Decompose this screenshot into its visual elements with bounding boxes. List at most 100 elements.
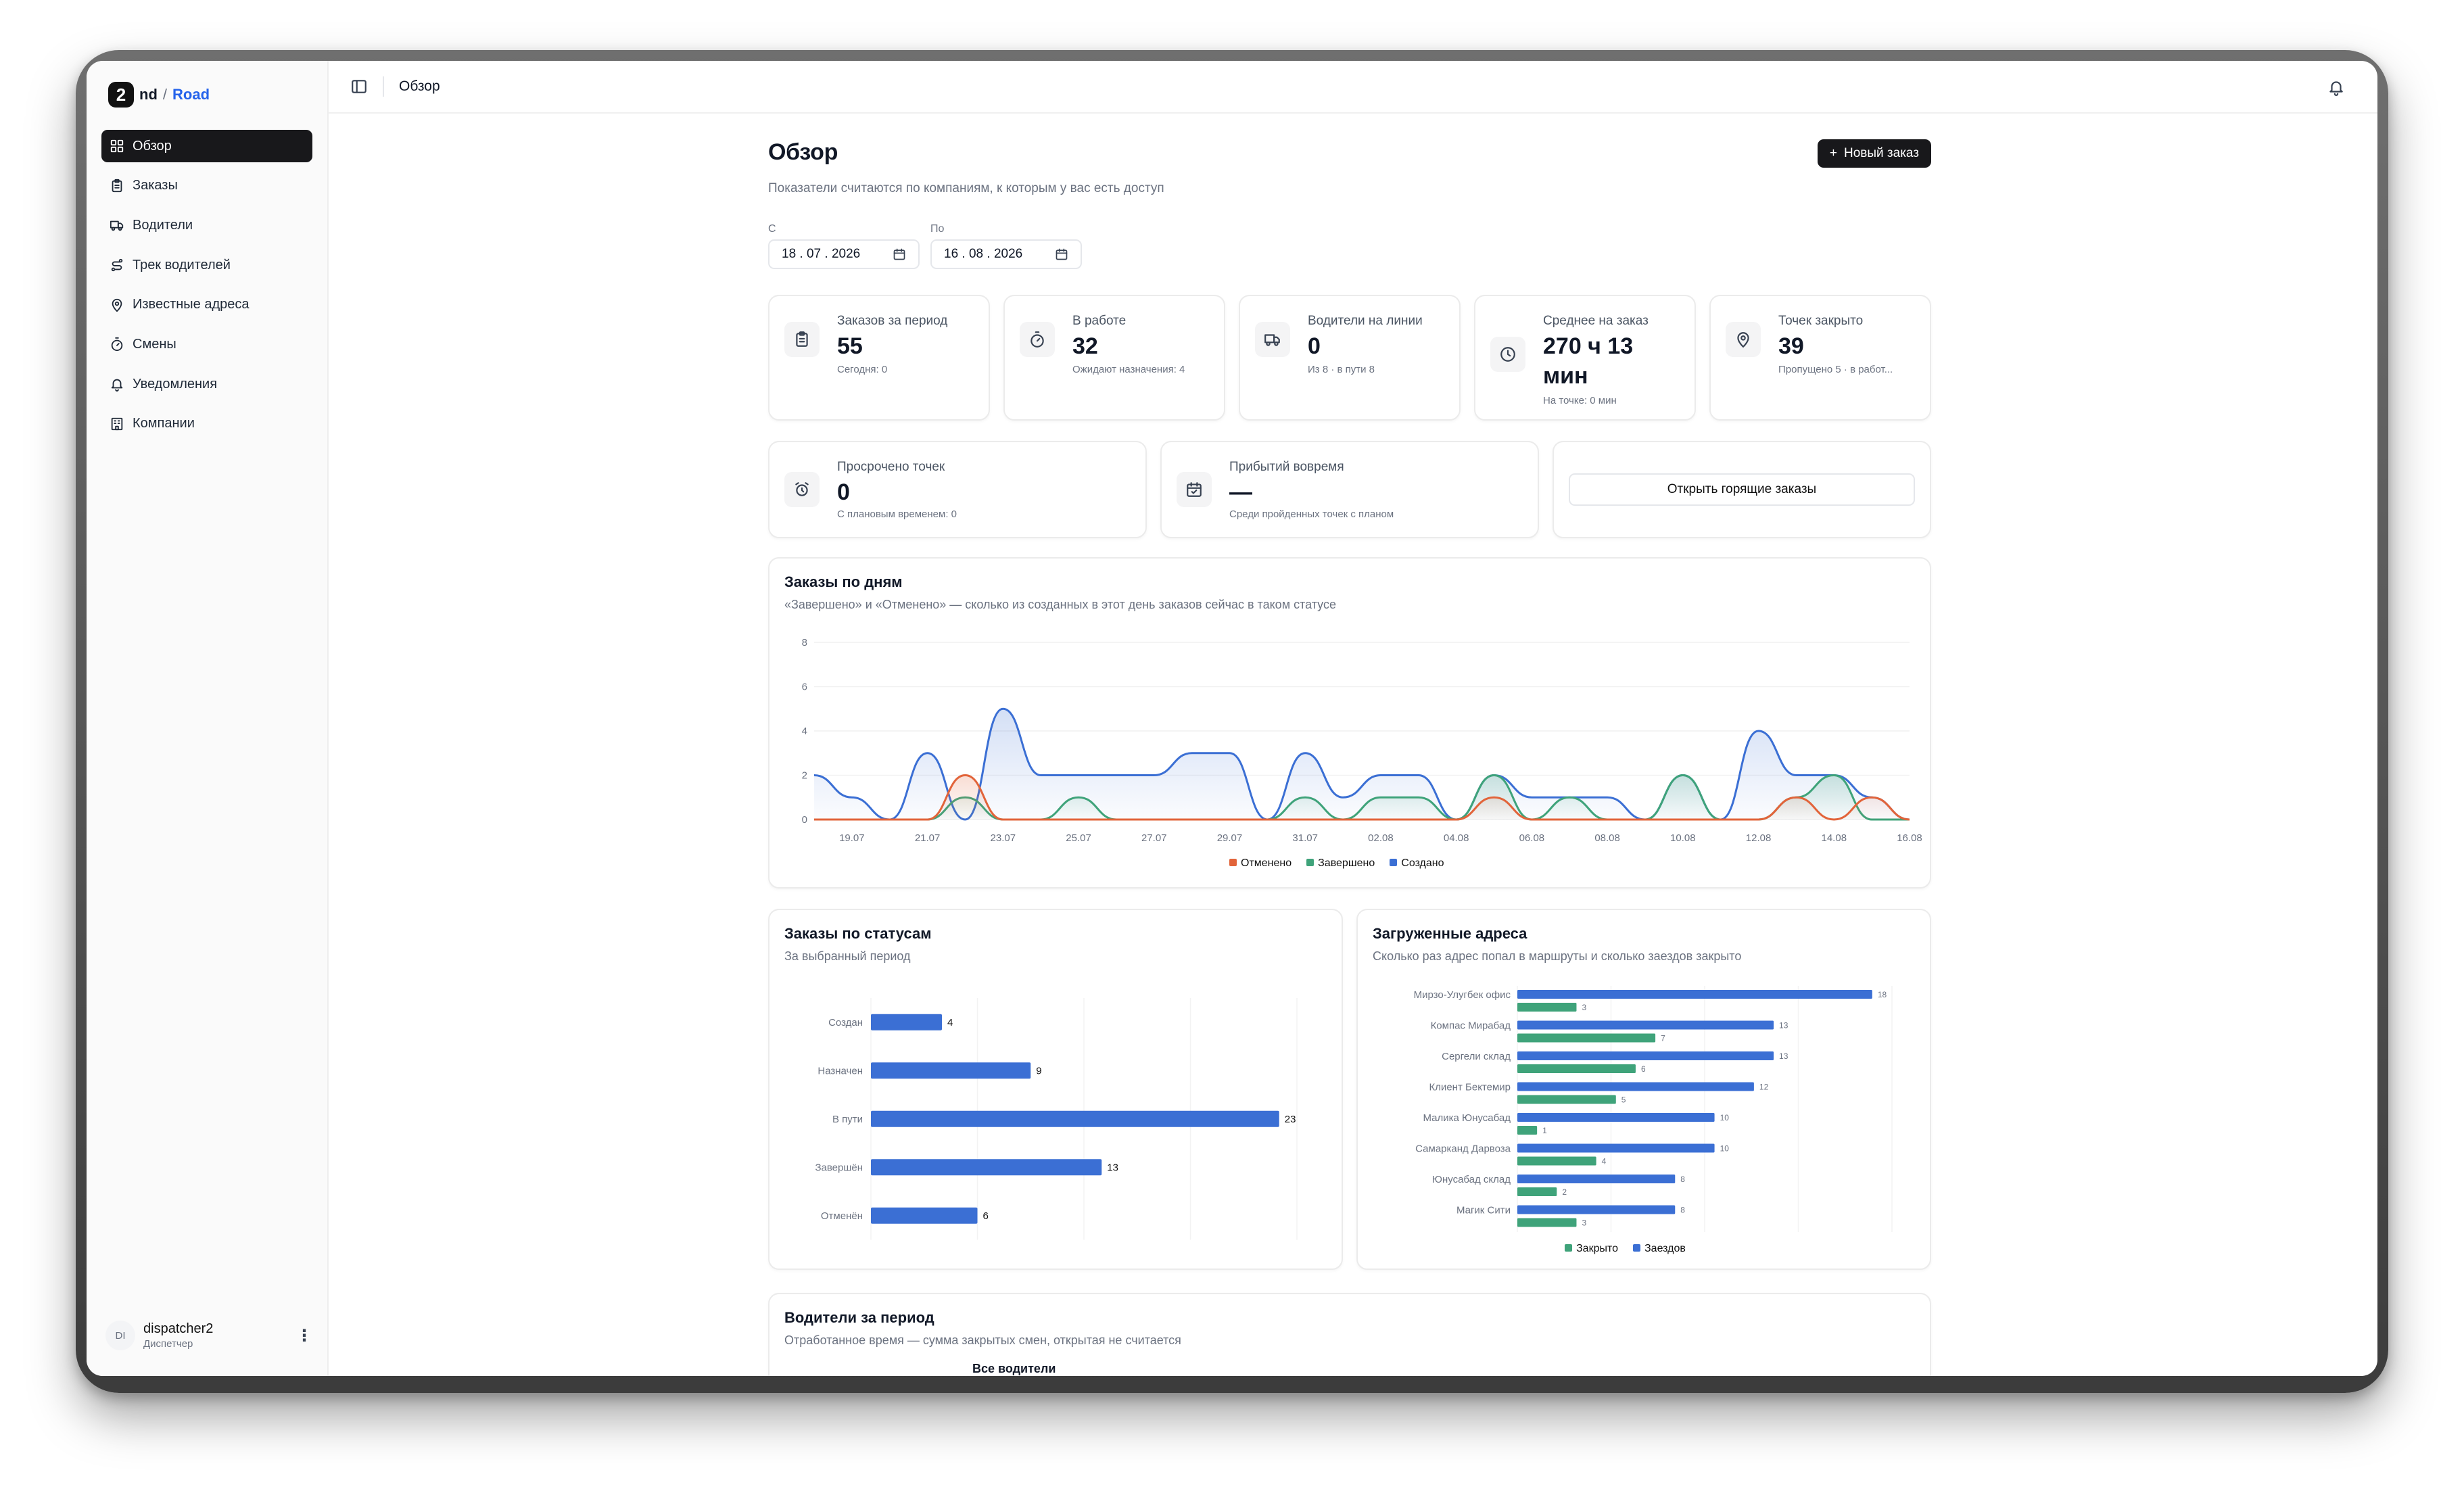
- legend-item-closed: Закрыто: [1565, 1243, 1618, 1255]
- timer-icon: [111, 337, 123, 352]
- clipboard-icon: [112, 179, 122, 192]
- kpi-card-overdue-points: Просрочено точек 0 С плановым временем: …: [768, 441, 1147, 538]
- date-from-value: 18 . 07 . 2026: [782, 247, 861, 261]
- chart-title: Заказы по статусам: [784, 925, 932, 942]
- bar-value-label: 13: [1107, 1162, 1118, 1173]
- user-menu[interactable]: DI dispatcher2 Диспетчер ⋮: [105, 1318, 312, 1353]
- x-tick-label: 14.08: [1822, 832, 1847, 844]
- y-tick-label: 6: [802, 682, 807, 693]
- sidebar-item-drivers[interactable]: Водители: [101, 209, 312, 241]
- bar-value-label: 3: [1582, 1218, 1586, 1228]
- category-label: Завершён: [815, 1162, 863, 1173]
- series-line: [813, 707, 1910, 821]
- category-label: Мирзо-Улугбек офис: [1414, 989, 1511, 1001]
- x-tick-label: 29.07: [1217, 832, 1243, 844]
- sidebar-nav: Обзор Заказы Водители Трек водителей Изв…: [101, 130, 312, 448]
- hot-orders-card: Открыть горящие заказы: [1553, 441, 1931, 538]
- sidebar-item-overview[interactable]: Обзор: [101, 130, 312, 162]
- x-tick-label: 19.07: [839, 832, 865, 844]
- new-order-label: Новый заказ: [1843, 146, 1919, 160]
- calendar-icon[interactable]: [1055, 247, 1068, 261]
- more-vertical-icon[interactable]: ⋮: [296, 1326, 312, 1345]
- category-label: Назначен: [818, 1065, 863, 1076]
- kpi-label: В работе: [1072, 314, 1127, 328]
- bar-value-label: 8: [1680, 1175, 1685, 1184]
- kpi-card-points-closed: Точек закрыто 39 Пропущено 5 · в работ..…: [1709, 295, 1931, 421]
- page-subtitle: Показатели считаются по компаниям, к кот…: [768, 181, 1164, 195]
- date-to-input[interactable]: 16 . 08 . 2026: [930, 239, 1082, 269]
- legend-label: Завершено: [1318, 857, 1375, 869]
- sidebar-item-orders[interactable]: Заказы: [101, 170, 312, 202]
- bar-value-label: 10: [1720, 1144, 1730, 1154]
- x-tick-label: 23.07: [991, 832, 1016, 844]
- legend-item-visits: Заездов: [1633, 1243, 1686, 1255]
- new-order-button[interactable]: + Новый заказ: [1817, 139, 1931, 168]
- bell-icon[interactable]: [2327, 78, 2345, 96]
- kpi-sub: Среди пройденных точек с планом: [1229, 508, 1394, 520]
- category-label: Отменён: [821, 1210, 863, 1222]
- sidebar-item-shifts[interactable]: Смены: [101, 328, 312, 360]
- x-tick-label: 21.07: [915, 832, 941, 844]
- kpi-sub: С плановым временем: 0: [837, 508, 957, 520]
- sidebar-item-known-addresses[interactable]: Известные адреса: [101, 289, 312, 321]
- x-tick-label: 08.08: [1594, 832, 1620, 844]
- chart-legend: Закрыто Заездов: [1565, 1243, 1686, 1255]
- calendar-icon[interactable]: [893, 247, 906, 261]
- date-to-value: 16 . 08 . 2026: [944, 247, 1023, 261]
- app-logo[interactable]: 2 nd / Road: [108, 81, 210, 108]
- sidebar-item-label: Уведомления: [133, 376, 218, 392]
- series-area: [814, 709, 1910, 820]
- legend-swatch: [1633, 1244, 1641, 1252]
- legend-swatch: [1306, 859, 1314, 866]
- bar-value-label: 4: [947, 1017, 953, 1028]
- bar: [1517, 1126, 1538, 1135]
- sidebar-item-label: Заказы: [133, 178, 178, 193]
- sidebar-item-label: Водители: [133, 217, 193, 233]
- calendar-check-icon: [1177, 472, 1212, 507]
- bar-value-label: 10: [1720, 1113, 1730, 1122]
- legend-item-created: Создано: [1390, 857, 1444, 870]
- legend-label: Закрыто: [1576, 1243, 1619, 1254]
- clipboard-icon: [784, 322, 820, 357]
- bar: [1517, 1175, 1676, 1183]
- bar: [1517, 1003, 1577, 1012]
- timer-icon: [1020, 322, 1055, 357]
- kpi-sub: На точке: 0 мин: [1543, 395, 1617, 406]
- kpi-card-orders: Заказов за период 55 Сегодня: 0: [768, 295, 990, 421]
- x-tick-label: 12.08: [1746, 832, 1772, 844]
- kpi-card-on-time-arrivals: Прибытий вовремя — Среди пройденных точе…: [1160, 441, 1539, 538]
- x-tick-label: 06.08: [1519, 832, 1545, 844]
- sidebar-item-label: Смены: [133, 336, 176, 352]
- category-label: Малика Юнусабад: [1423, 1112, 1511, 1124]
- bar: [1517, 1113, 1715, 1122]
- bar: [1517, 1033, 1656, 1043]
- category-label: Сергели склад: [1442, 1051, 1511, 1062]
- sidebar-item-notifications[interactable]: Уведомления: [101, 368, 312, 400]
- tab-all-drivers[interactable]: Все водители: [972, 1362, 1056, 1375]
- bar-value-label: 8: [1680, 1206, 1685, 1215]
- sidebar-toggle-icon[interactable]: [350, 78, 368, 95]
- series-line: [813, 774, 1910, 821]
- orders-by-day-chart: 0 2 4 6 8 19.07 21.07 23.07 25.07 27.07 29.07 31.07…: [802, 637, 1922, 844]
- sidebar-item-driver-track[interactable]: Трек водителей: [101, 249, 312, 281]
- divider: [383, 76, 384, 97]
- bar-value-label: 7: [1661, 1034, 1665, 1043]
- legend-label: Создано: [1401, 857, 1444, 869]
- kpi-label: Точек закрыто: [1778, 314, 1864, 328]
- kpi-label: Прибытий вовремя: [1229, 460, 1344, 474]
- chart-subtitle: Отработанное время — сумма закрытых смен…: [784, 1333, 1181, 1347]
- sidebar-item-companies[interactable]: Компании: [101, 408, 312, 440]
- bar-value-label: 1: [1542, 1126, 1547, 1135]
- bar: [1517, 1064, 1636, 1073]
- dashboard-icon: [110, 139, 124, 153]
- kpi-label: Водители на линии: [1308, 314, 1423, 328]
- chart-subtitle: Сколько раз адрес попал в маршруты и ско…: [1373, 949, 1742, 963]
- open-hot-orders-button[interactable]: Открыть горящие заказы: [1569, 473, 1915, 506]
- date-from-input[interactable]: 18 . 07 . 2026: [768, 239, 920, 269]
- kpi-value: 0: [1308, 333, 1321, 359]
- x-tick-label: 02.08: [1368, 832, 1394, 844]
- bar: [871, 1062, 1031, 1079]
- logo-mark: 2: [108, 82, 134, 108]
- logo-text-road: Road: [172, 86, 210, 103]
